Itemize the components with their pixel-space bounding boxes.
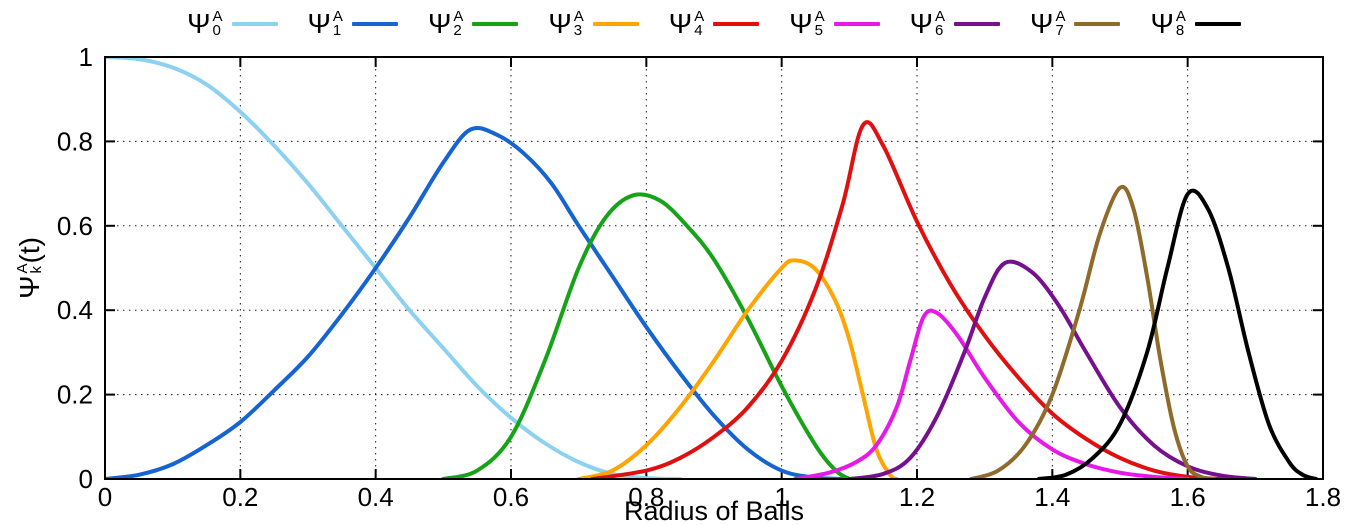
curve-psi5 (793, 308, 1190, 479)
x-tick-label: 0 (98, 482, 112, 512)
plot-border (104, 56, 1324, 480)
x-tick-label: 1.2 (899, 482, 935, 512)
curve-psi2 (441, 192, 852, 479)
curve-psi7 (969, 184, 1217, 479)
legend-line-swatch-psi0 (231, 22, 278, 26)
legend-line-swatch-psi6 (954, 22, 1001, 26)
legend-line-swatch-psi2 (472, 22, 519, 26)
series-curves (105, 57, 1319, 479)
curve-psi1 (105, 125, 852, 479)
x-tick-label: 1.4 (1034, 482, 1070, 512)
x-tick-label: 0.8 (628, 482, 664, 512)
legend-line-swatch-psi1 (351, 22, 398, 26)
x-tick-label: 0.2 (222, 482, 258, 512)
legend-line-swatch-psi7 (1074, 22, 1121, 26)
y-tick-label: 0 (79, 464, 93, 494)
tick-labels: 0 0.2 0.4 0.6 0.8 1 1.2 1.4 1.6 1.8 0 0.2 0.4 0.6 0.8 1 (57, 42, 1341, 512)
y-tick-label: 0.2 (57, 380, 93, 410)
x-tick-label: 0.6 (493, 482, 529, 512)
x-tick-label: 1.6 (1170, 482, 1206, 512)
x-tick-label: 1.8 (1305, 482, 1341, 512)
curve-psi6 (847, 259, 1258, 479)
legend-line-swatch-psi5 (833, 22, 880, 26)
x-tick-label: 1 (774, 482, 788, 512)
legend-line-swatch-psi4 (713, 22, 760, 26)
curve-psi4 (590, 120, 1224, 479)
y-tick-label: 0.6 (57, 211, 93, 241)
curve-psi8 (1036, 188, 1319, 479)
x-axis-label: Radius of Balls (623, 496, 805, 525)
legend-line-swatch-psi8 (1194, 22, 1241, 26)
curve-psi0 (105, 57, 683, 479)
legend-line-swatch-psi3 (592, 22, 639, 26)
curve-psi3 (576, 258, 899, 479)
y-tick-label: 1 (79, 42, 93, 72)
x-tick-label: 0.4 (358, 482, 394, 512)
y-tick-label: 0.8 (57, 126, 93, 156)
y-tick-label: 0.4 (57, 295, 93, 325)
